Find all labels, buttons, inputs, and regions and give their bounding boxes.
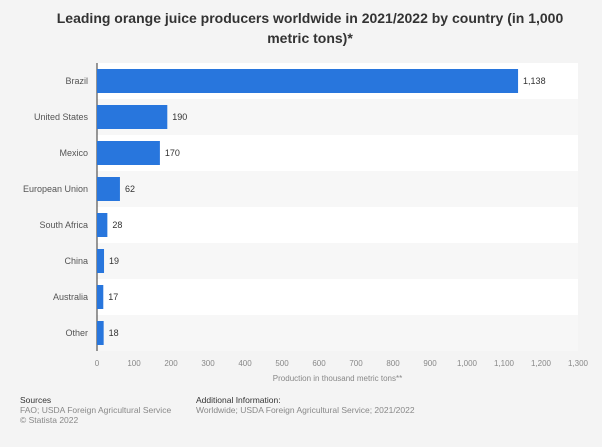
value-label: 170 bbox=[165, 148, 180, 158]
x-tick-label: 800 bbox=[386, 359, 400, 368]
bar-south-africa bbox=[97, 213, 108, 237]
category-label: China bbox=[64, 256, 88, 266]
category-label: Australia bbox=[53, 292, 88, 302]
value-label: 28 bbox=[112, 220, 122, 230]
bar-australia bbox=[97, 285, 104, 309]
value-label: 190 bbox=[172, 112, 187, 122]
row-background bbox=[97, 315, 578, 351]
row-background bbox=[97, 243, 578, 279]
bar-china bbox=[97, 249, 105, 273]
category-label: Mexico bbox=[59, 148, 88, 158]
value-label: 1,138 bbox=[523, 76, 546, 86]
x-tick-label: 1,300 bbox=[568, 359, 589, 368]
value-label: 19 bbox=[109, 256, 119, 266]
x-tick-label: 1,100 bbox=[494, 359, 515, 368]
bar-mexico bbox=[97, 141, 160, 165]
row-background bbox=[97, 135, 578, 171]
chart-title: Leading orange juice producers worldwide… bbox=[56, 10, 564, 46]
sources-text: FAO; USDA Foreign Agricultural Service bbox=[20, 405, 172, 415]
x-tick-label: 700 bbox=[349, 359, 363, 368]
category-label: South Africa bbox=[39, 220, 88, 230]
additional-info-label: Additional Information: bbox=[196, 395, 281, 405]
x-tick-label: 300 bbox=[201, 359, 215, 368]
sources-block: Sources FAO; USDA Foreign Agricultural S… bbox=[20, 395, 171, 425]
category-label: European Union bbox=[23, 184, 88, 194]
x-tick-label: 1,000 bbox=[457, 359, 478, 368]
x-tick-label: 600 bbox=[312, 359, 326, 368]
value-label: 17 bbox=[108, 292, 118, 302]
bar-united-states bbox=[97, 105, 168, 129]
category-label: Brazil bbox=[65, 76, 88, 86]
sources-label: Sources bbox=[20, 395, 52, 405]
x-tick-label: 1,200 bbox=[531, 359, 552, 368]
bar-brazil bbox=[97, 69, 519, 93]
copyright: © Statista 2022 bbox=[20, 415, 79, 425]
additional-info-block: Additional Information: Worldwide; USDA … bbox=[196, 395, 415, 415]
x-tick-label: 100 bbox=[127, 359, 141, 368]
category-label: Other bbox=[65, 328, 88, 338]
additional-info-text: Worldwide; USDA Foreign Agricultural Ser… bbox=[196, 405, 415, 415]
row-background bbox=[97, 279, 578, 315]
row-background bbox=[97, 207, 578, 243]
bar-other bbox=[97, 321, 104, 345]
value-label: 62 bbox=[125, 184, 135, 194]
value-label: 18 bbox=[109, 328, 119, 338]
row-background bbox=[97, 171, 578, 207]
x-tick-label: 0 bbox=[95, 359, 100, 368]
x-tick-label: 400 bbox=[238, 359, 252, 368]
x-tick-label: 200 bbox=[164, 359, 178, 368]
x-axis-title: Production in thousand metric tons** bbox=[273, 374, 402, 383]
bar-european-union bbox=[97, 177, 120, 201]
row-background bbox=[97, 99, 578, 135]
category-label: United States bbox=[34, 112, 89, 122]
x-tick-label: 500 bbox=[275, 359, 289, 368]
x-tick-label: 900 bbox=[423, 359, 437, 368]
